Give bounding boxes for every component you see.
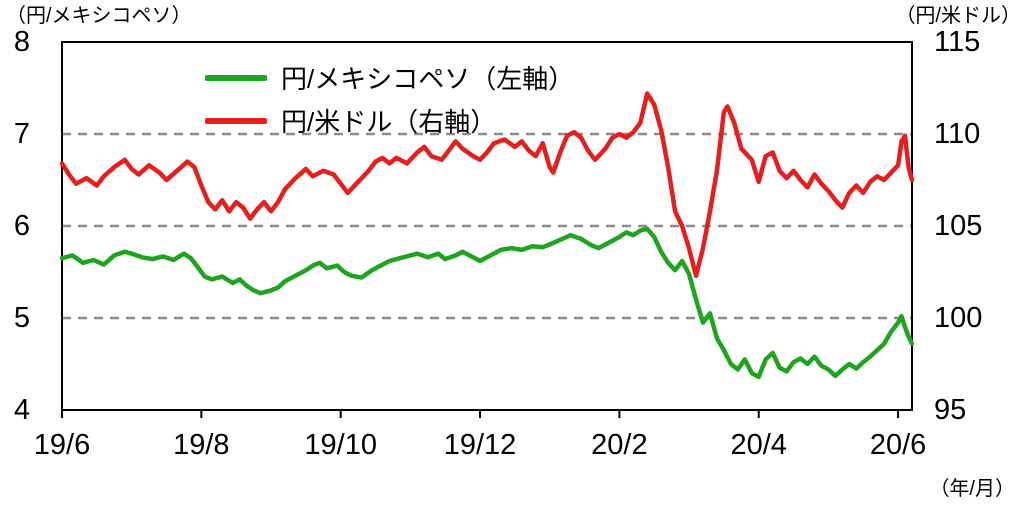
svg-text:110: 110	[934, 118, 980, 150]
svg-text:8: 8	[14, 26, 30, 58]
svg-text:20/4: 20/4	[730, 429, 786, 461]
legend-label-mxn: 円/メキシコペソ（左軸）	[281, 64, 575, 94]
svg-text:6: 6	[14, 210, 30, 242]
legend-item-mxn: 円/メキシコペソ（左軸）	[205, 56, 574, 99]
svg-text:20/6: 20/6	[870, 429, 926, 461]
svg-text:95: 95	[934, 394, 966, 426]
svg-text:20/2: 20/2	[591, 429, 647, 461]
svg-text:19/12: 19/12	[444, 429, 517, 461]
right-axis-unit-label: （円/米ドル）	[895, 5, 1021, 27]
svg-text:100: 100	[934, 302, 982, 334]
svg-text:19/6: 19/6	[34, 429, 90, 461]
x-axis-unit-label: （年/月）	[929, 478, 1015, 500]
svg-text:4: 4	[14, 394, 30, 426]
svg-text:19/8: 19/8	[173, 429, 229, 461]
svg-text:105: 105	[934, 210, 982, 242]
legend-line-green-icon	[205, 74, 267, 81]
svg-text:115: 115	[934, 26, 980, 58]
chart-legend: 円/メキシコペソ（左軸） 円/米ドル（右軸）	[205, 56, 574, 142]
svg-text:7: 7	[14, 118, 30, 150]
svg-text:19/10: 19/10	[304, 429, 377, 461]
legend-line-red-icon	[205, 117, 267, 124]
svg-text:5: 5	[14, 302, 30, 334]
legend-item-usd: 円/米ドル（右軸）	[205, 99, 574, 142]
legend-label-usd: 円/米ドル（右軸）	[281, 107, 497, 137]
left-axis-unit-label: （円/メキシコペソ）	[6, 5, 192, 27]
